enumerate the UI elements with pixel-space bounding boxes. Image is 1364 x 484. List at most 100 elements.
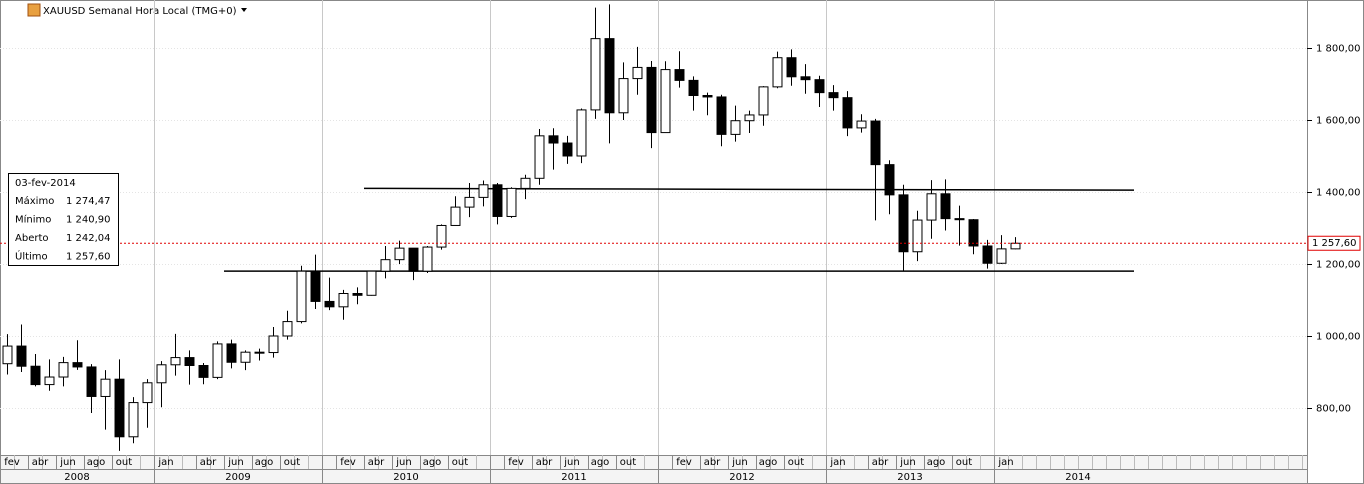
- info-key: Aberto: [15, 233, 49, 244]
- candle-body: [646, 66, 657, 134]
- x-tick-label: fev: [4, 457, 20, 468]
- x-tick-label: jun: [59, 457, 75, 468]
- x-tick-label: abr: [368, 457, 385, 468]
- last-price-box: [1307, 235, 1361, 251]
- candle-body: [674, 69, 685, 81]
- candle-body: [86, 366, 97, 397]
- candle-body: [366, 270, 377, 296]
- candle-body: [156, 364, 167, 384]
- candle-body: [422, 246, 433, 272]
- candle-body: [632, 66, 643, 80]
- candle-body: [856, 120, 867, 129]
- candle-body: [212, 343, 223, 378]
- candle-body: [870, 120, 881, 166]
- candle-body: [786, 57, 797, 78]
- x-tick-label: abr: [872, 457, 889, 468]
- x-tick-label: jan: [997, 457, 1013, 468]
- candle-body: [338, 293, 349, 308]
- x-tick-label: jun: [731, 457, 747, 468]
- candle-body: [254, 351, 265, 354]
- candle-body: [758, 86, 769, 116]
- x-tick-label: out: [956, 457, 972, 468]
- candle-body: [394, 247, 405, 261]
- info-box: [8, 173, 119, 266]
- candle-body: [702, 95, 713, 98]
- dropdown-arrow[interactable]: [241, 8, 247, 12]
- x-tick-label: ago: [87, 457, 106, 468]
- candle-body: [100, 378, 111, 397]
- x-tick-label: ago: [591, 457, 610, 468]
- last-price-label: 1 257,60: [1312, 238, 1357, 249]
- candle-body: [30, 365, 41, 386]
- candle-body: [44, 376, 55, 386]
- candle-body: [898, 194, 909, 253]
- x-tick-label: jun: [395, 457, 411, 468]
- y-tick-label: 1 200,00: [1316, 260, 1361, 271]
- year-label: 2011: [561, 472, 586, 483]
- candle-body: [842, 97, 853, 129]
- candle-body: [1010, 242, 1021, 250]
- x-tick-label: jun: [227, 457, 243, 468]
- year-label: 2013: [897, 472, 922, 483]
- candle-body: [576, 109, 587, 157]
- info-value: 1 240,90: [66, 215, 111, 226]
- x-tick-label: out: [452, 457, 468, 468]
- candle-body: [590, 38, 601, 111]
- candle-body: [226, 343, 237, 363]
- candle-body: [282, 321, 293, 337]
- symbol-icon: [27, 3, 41, 17]
- candle-body: [464, 196, 475, 208]
- x-tick-label: fev: [340, 457, 356, 468]
- candle-body: [534, 135, 545, 179]
- candle-body: [716, 96, 727, 135]
- x-tick-label: jun: [899, 457, 915, 468]
- candle-body: [996, 248, 1007, 264]
- x-tick-label: out: [284, 457, 300, 468]
- candle-body: [772, 57, 783, 88]
- y-tick-label: 1 800,00: [1316, 44, 1361, 55]
- candle-body: [968, 219, 979, 247]
- candle-body: [2, 345, 13, 365]
- x-tick-label: out: [116, 457, 132, 468]
- y-tick-label: 1 000,00: [1316, 332, 1361, 343]
- candle-body: [436, 224, 447, 248]
- candle-body: [954, 218, 965, 221]
- candle-body: [268, 335, 279, 354]
- chart-title[interactable]: XAUUSD Semanal Hora Local (TMG+0): [43, 6, 237, 17]
- candle-body: [506, 187, 517, 217]
- candle-body: [478, 184, 489, 198]
- candle-body: [170, 357, 181, 366]
- x-tick-label: jun: [563, 457, 579, 468]
- candle-body: [184, 357, 195, 367]
- candle-body: [492, 184, 503, 217]
- candle-body: [450, 206, 461, 226]
- candle-body: [800, 76, 811, 81]
- info-value: 1 274,47: [66, 196, 111, 207]
- candle-body: [296, 270, 307, 323]
- candle-body: [352, 293, 363, 296]
- x-tick-label: abr: [536, 457, 553, 468]
- x-tick-label: fev: [676, 457, 692, 468]
- x-tick-label: abr: [704, 457, 721, 468]
- x-tick-label: out: [620, 457, 636, 468]
- candle-body: [688, 79, 699, 97]
- x-tick-label: abr: [200, 457, 217, 468]
- candle-body: [912, 219, 923, 253]
- candle-body: [660, 69, 671, 134]
- candle-body: [926, 193, 937, 221]
- candle-body: [884, 164, 895, 196]
- info-key: Mínimo: [15, 214, 51, 226]
- candle-body: [72, 362, 83, 368]
- year-label: 2009: [225, 472, 250, 483]
- year-label: 2012: [729, 472, 754, 483]
- year-label: 2014: [1065, 472, 1090, 483]
- candle-body: [548, 135, 559, 144]
- info-key: Último: [15, 250, 48, 263]
- candle-body: [198, 365, 209, 378]
- candle-body: [16, 345, 27, 367]
- candle-body: [310, 270, 321, 302]
- x-tick-label: ago: [255, 457, 274, 468]
- candle-body: [114, 378, 125, 438]
- candle-body: [940, 193, 951, 220]
